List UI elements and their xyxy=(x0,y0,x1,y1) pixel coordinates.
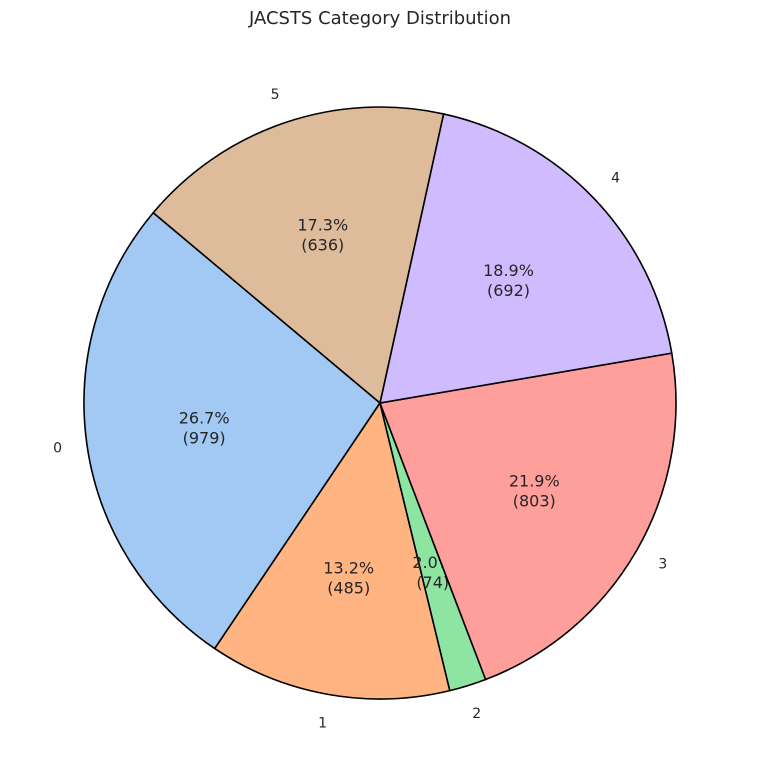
percent-label-1: 13.2% xyxy=(323,558,374,577)
percent-label-0: 26.7% xyxy=(179,408,230,427)
count-label-5: (636) xyxy=(301,235,344,254)
pie-slice-5 xyxy=(152,106,445,404)
percent-label-3: 21.9% xyxy=(509,471,560,490)
pie-slice-1 xyxy=(213,402,451,700)
count-label-0: (979) xyxy=(183,428,226,447)
count-label-1: (485) xyxy=(327,578,370,597)
category-label-1: 1 xyxy=(318,716,327,732)
percent-label-5: 17.3% xyxy=(297,215,348,234)
chart-title: JACSTS Category Distribution xyxy=(248,8,512,29)
count-label-2: (74) xyxy=(416,573,449,592)
category-label-2: 2 xyxy=(472,706,481,722)
category-label-4: 4 xyxy=(611,170,620,186)
count-label-4: (692) xyxy=(487,281,530,300)
category-label-3: 3 xyxy=(658,556,667,572)
category-label-0: 0 xyxy=(53,440,62,456)
pie-slice-4 xyxy=(379,113,673,404)
pie-slice-0 xyxy=(83,211,381,650)
category-label-5: 5 xyxy=(271,87,280,103)
count-label-3: (803) xyxy=(513,491,556,510)
percent-label-4: 18.9% xyxy=(483,261,534,280)
pie-slice-3 xyxy=(379,352,677,681)
